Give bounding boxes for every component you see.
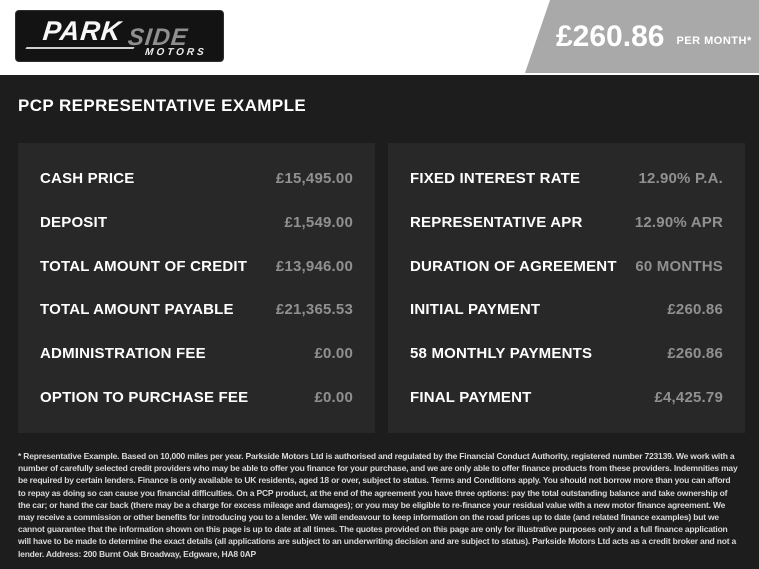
finance-value: £260.86 bbox=[667, 344, 723, 362]
finance-row: OPTION TO PURCHASE FEE £0.00 bbox=[40, 389, 353, 406]
finance-row: REPRESENTATIVE APR 12.90% APR bbox=[410, 214, 723, 231]
monthly-price-period: PER MONTH* bbox=[676, 34, 752, 47]
top-bar: PARK SIDE MOTORS £260.86 PER MONTH* bbox=[0, 0, 759, 75]
finance-value: £4,425.79 bbox=[654, 388, 723, 406]
finance-value: £0.00 bbox=[314, 388, 353, 406]
finance-value: £1,549.00 bbox=[284, 213, 353, 231]
finance-label: OPTION TO PURCHASE FEE bbox=[40, 388, 249, 406]
finance-value: £0.00 bbox=[314, 344, 353, 362]
finance-label: TOTAL AMOUNT PAYABLE bbox=[40, 301, 234, 319]
finance-label: TOTAL AMOUNT OF CREDIT bbox=[40, 257, 248, 275]
finance-panel-right: FIXED INTEREST RATE 12.90% P.A. REPRESEN… bbox=[388, 143, 745, 433]
finance-row: DEPOSIT £1,549.00 bbox=[40, 214, 353, 231]
monthly-price-banner: £260.86 PER MONTH* bbox=[525, 0, 759, 73]
finance-value: 60 MONTHS bbox=[635, 257, 723, 275]
finance-row: TOTAL AMOUNT OF CREDIT £13,946.00 bbox=[40, 258, 353, 275]
parkside-motors-logo: PARK SIDE MOTORS bbox=[15, 10, 224, 62]
finance-panel-left: CASH PRICE £15,495.00 DEPOSIT £1,549.00 … bbox=[18, 143, 375, 433]
finance-label: 58 MONTHLY PAYMENTS bbox=[410, 344, 593, 362]
finance-row: INITIAL PAYMENT £260.86 bbox=[410, 301, 723, 318]
finance-row: TOTAL AMOUNT PAYABLE £21,365.53 bbox=[40, 301, 353, 318]
finance-row: FINAL PAYMENT £4,425.79 bbox=[410, 389, 723, 406]
finance-label: FINAL PAYMENT bbox=[410, 388, 532, 406]
logo-underline bbox=[25, 47, 135, 49]
finance-label: INITIAL PAYMENT bbox=[410, 301, 541, 319]
finance-label: DEPOSIT bbox=[40, 213, 108, 231]
finance-value: 12.90% APR bbox=[634, 213, 723, 231]
finance-label: ADMINISTRATION FEE bbox=[40, 344, 206, 362]
finance-label: REPRESENTATIVE APR bbox=[410, 213, 583, 231]
finance-row: 58 MONTHLY PAYMENTS £260.86 bbox=[410, 345, 723, 362]
logo-text-motors: MOTORS bbox=[144, 47, 208, 58]
finance-label: FIXED INTEREST RATE bbox=[410, 170, 581, 188]
finance-value: £13,946.00 bbox=[275, 257, 353, 275]
finance-label: DURATION OF AGREEMENT bbox=[410, 257, 617, 275]
finance-value: £260.86 bbox=[667, 301, 723, 319]
logo-text-park: PARK bbox=[41, 16, 124, 46]
finance-value: 12.90% P.A. bbox=[638, 170, 723, 188]
legal-disclaimer-text: * Representative Example. Based on 10,00… bbox=[18, 451, 738, 559]
finance-panels: CASH PRICE £15,495.00 DEPOSIT £1,549.00 … bbox=[18, 143, 745, 433]
finance-value: £21,365.53 bbox=[275, 301, 353, 319]
finance-value: £15,495.00 bbox=[275, 170, 353, 188]
finance-label: CASH PRICE bbox=[40, 170, 135, 188]
finance-example-section: PCP REPRESENTATIVE EXAMPLE CASH PRICE £1… bbox=[0, 75, 759, 569]
finance-row: ADMINISTRATION FEE £0.00 bbox=[40, 345, 353, 362]
finance-row: DURATION OF AGREEMENT 60 MONTHS bbox=[410, 258, 723, 275]
finance-row: FIXED INTEREST RATE 12.90% P.A. bbox=[410, 170, 723, 187]
section-title: PCP REPRESENTATIVE EXAMPLE bbox=[18, 96, 307, 115]
monthly-price-amount: £260.86 bbox=[556, 19, 665, 53]
finance-row: CASH PRICE £15,495.00 bbox=[40, 170, 353, 187]
